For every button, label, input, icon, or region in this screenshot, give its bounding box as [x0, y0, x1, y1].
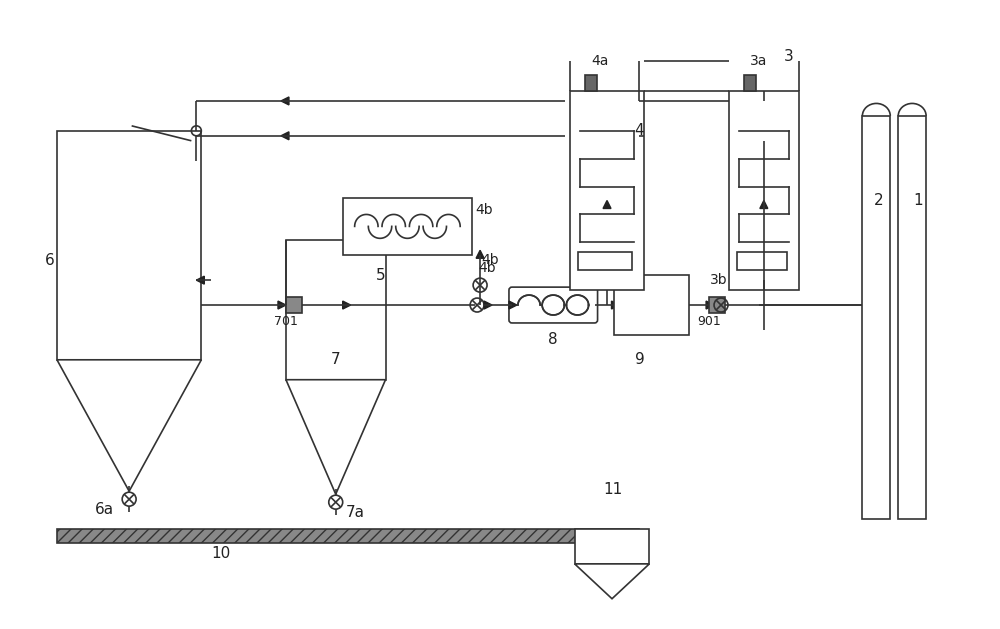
- Bar: [744, 75, 756, 91]
- Text: 11: 11: [603, 482, 622, 497]
- Polygon shape: [760, 201, 768, 208]
- Text: 9: 9: [635, 352, 644, 367]
- Polygon shape: [575, 564, 649, 599]
- Polygon shape: [509, 301, 517, 309]
- Text: 7a: 7a: [346, 504, 365, 520]
- Polygon shape: [484, 301, 492, 309]
- Bar: [343, 198, 472, 255]
- Polygon shape: [286, 380, 386, 494]
- Text: 5: 5: [376, 268, 385, 282]
- Text: 10: 10: [212, 547, 231, 562]
- Bar: [709, 297, 725, 313]
- Text: 701: 701: [274, 316, 298, 328]
- Text: 4a: 4a: [591, 54, 608, 68]
- Text: 3a: 3a: [750, 54, 768, 68]
- Text: 4b: 4b: [475, 203, 493, 218]
- Polygon shape: [476, 250, 484, 259]
- Text: 6a: 6a: [95, 502, 114, 516]
- Bar: [862, 116, 890, 519]
- Polygon shape: [281, 97, 289, 105]
- Bar: [575, 529, 649, 564]
- Bar: [898, 116, 926, 519]
- Text: 7: 7: [331, 352, 341, 367]
- Text: 8: 8: [548, 332, 558, 347]
- Polygon shape: [612, 301, 619, 309]
- Bar: [570, 91, 644, 290]
- Bar: [737, 252, 787, 270]
- Text: 1: 1: [913, 193, 923, 208]
- Bar: [286, 240, 386, 380]
- Bar: [57, 131, 201, 360]
- Polygon shape: [278, 301, 286, 309]
- FancyBboxPatch shape: [509, 287, 598, 323]
- Polygon shape: [281, 132, 289, 140]
- Text: 2: 2: [874, 193, 883, 208]
- Text: 3b: 3b: [710, 273, 728, 287]
- Polygon shape: [343, 301, 351, 309]
- Polygon shape: [603, 201, 611, 208]
- Bar: [286, 297, 302, 313]
- Bar: [57, 529, 639, 543]
- Bar: [585, 75, 597, 91]
- Polygon shape: [196, 276, 204, 284]
- Text: 4: 4: [635, 123, 644, 138]
- Bar: [614, 275, 689, 335]
- Text: 4b: 4b: [481, 253, 499, 267]
- Text: 4b: 4b: [478, 261, 496, 276]
- Bar: [578, 252, 632, 270]
- Polygon shape: [57, 360, 201, 491]
- Text: 6: 6: [45, 253, 55, 268]
- Bar: [729, 91, 799, 290]
- Polygon shape: [706, 301, 714, 309]
- Text: 3: 3: [784, 48, 794, 64]
- Text: 901: 901: [697, 316, 721, 328]
